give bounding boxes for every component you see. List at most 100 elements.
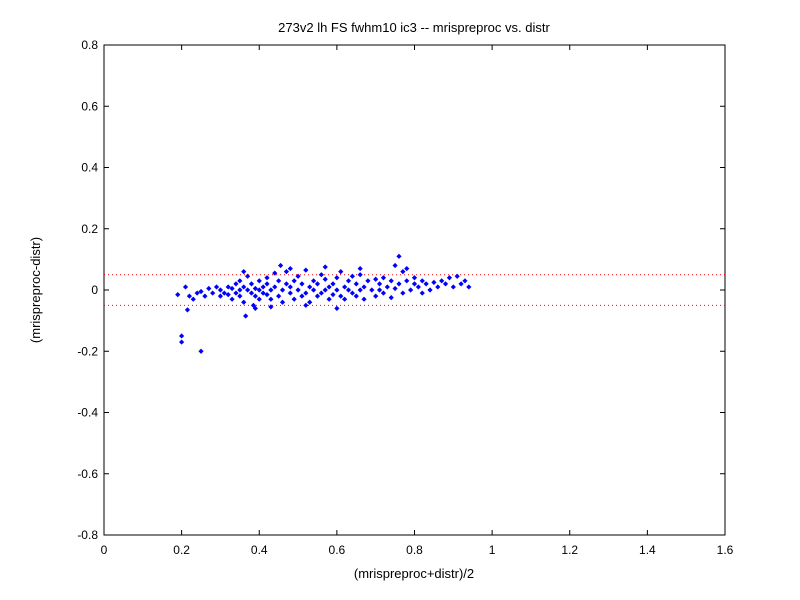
- data-point: [450, 284, 456, 290]
- data-point: [330, 291, 336, 298]
- data-point: [243, 313, 249, 319]
- data-point: [241, 284, 247, 290]
- data-point: [303, 290, 309, 296]
- data-point: [179, 339, 185, 345]
- data-point: [404, 265, 410, 272]
- data-point: [295, 287, 301, 293]
- data-point: [353, 293, 359, 299]
- data-point: [217, 287, 224, 293]
- y-tick-label: 0.2: [81, 222, 98, 236]
- data-point: [330, 281, 336, 287]
- y-tick-label: -0.8: [77, 528, 98, 542]
- data-point: [291, 278, 297, 284]
- data-point: [419, 278, 425, 284]
- data-point: [252, 285, 258, 292]
- data-point: [353, 281, 359, 287]
- data-point: [369, 287, 375, 293]
- data-point: [322, 264, 328, 270]
- tick-marks: [103, 44, 726, 536]
- data-point: [334, 275, 340, 281]
- data-point: [241, 269, 247, 275]
- x-tick-label: 0: [101, 543, 108, 557]
- data-point: [427, 287, 433, 293]
- data-point: [186, 293, 192, 299]
- data-point: [268, 304, 274, 310]
- data-point: [279, 299, 286, 305]
- data-point: [256, 287, 262, 293]
- data-point: [307, 299, 313, 305]
- data-point: [392, 262, 398, 269]
- data-point: [442, 281, 449, 287]
- data-point: [392, 285, 398, 292]
- data-point: [357, 287, 363, 293]
- data-point: [326, 284, 332, 290]
- data-point: [229, 285, 235, 292]
- data-point: [256, 296, 262, 302]
- x-axis-label: (mrispreproc+distr)/2: [354, 566, 474, 581]
- data-point: [264, 275, 270, 281]
- y-tick-label: -0.4: [77, 406, 98, 420]
- data-point: [299, 281, 305, 287]
- data-point: [295, 273, 301, 279]
- data-point: [210, 290, 216, 296]
- data-point: [334, 305, 340, 311]
- data-point: [411, 275, 418, 281]
- data-point: [322, 287, 328, 293]
- data-point: [310, 278, 317, 284]
- data-point: [345, 278, 352, 284]
- data-point: [190, 296, 196, 302]
- data-point: [376, 287, 383, 293]
- data-point: [349, 273, 355, 279]
- data-point: [245, 287, 251, 293]
- y-tick-label: 0.6: [81, 99, 98, 113]
- y-tick-label: 0: [91, 283, 98, 297]
- data-point: [376, 281, 383, 287]
- x-tick-label: 0.8: [406, 543, 423, 557]
- data-point: [202, 293, 208, 299]
- data-point: [182, 284, 189, 290]
- axes-box: [103, 44, 726, 536]
- data-point: [466, 284, 472, 290]
- data-point: [272, 270, 278, 276]
- data-point: [338, 293, 344, 299]
- data-point: [342, 284, 348, 290]
- data-point: [446, 275, 453, 281]
- data-point: [423, 281, 429, 287]
- data-point: [252, 305, 258, 311]
- data-point: [411, 281, 418, 287]
- data-point: [322, 276, 328, 282]
- data-point: [419, 290, 425, 296]
- y-axis-label: (mrispreproc-distr): [28, 237, 43, 343]
- data-point: [206, 285, 212, 292]
- x-tick-label: 1.2: [561, 543, 578, 557]
- x-tick-label: 0.6: [329, 543, 346, 557]
- data-point: [256, 278, 262, 284]
- data-point: [388, 295, 394, 301]
- data-point: [365, 278, 371, 284]
- data-point: [310, 287, 317, 293]
- x-tick-label: 0.2: [173, 543, 190, 557]
- data-point: [237, 293, 243, 299]
- data-point: [318, 272, 324, 278]
- data-points: [175, 253, 472, 354]
- data-point: [184, 307, 191, 313]
- data-point: [303, 302, 309, 308]
- data-point: [264, 291, 270, 298]
- data-point: [276, 278, 282, 284]
- data-point: [307, 284, 313, 290]
- data-point: [400, 290, 406, 296]
- data-point: [279, 287, 286, 293]
- data-point: [373, 293, 379, 299]
- data-point: [342, 296, 348, 302]
- data-point: [314, 281, 321, 287]
- data-point: [225, 284, 231, 290]
- data-point: [396, 253, 402, 259]
- data-point: [396, 281, 402, 287]
- data-point: [345, 287, 352, 293]
- data-point: [415, 284, 421, 290]
- data-point: [408, 287, 414, 293]
- data-point: [194, 290, 200, 296]
- data-point: [198, 288, 204, 295]
- data-point: [291, 296, 297, 302]
